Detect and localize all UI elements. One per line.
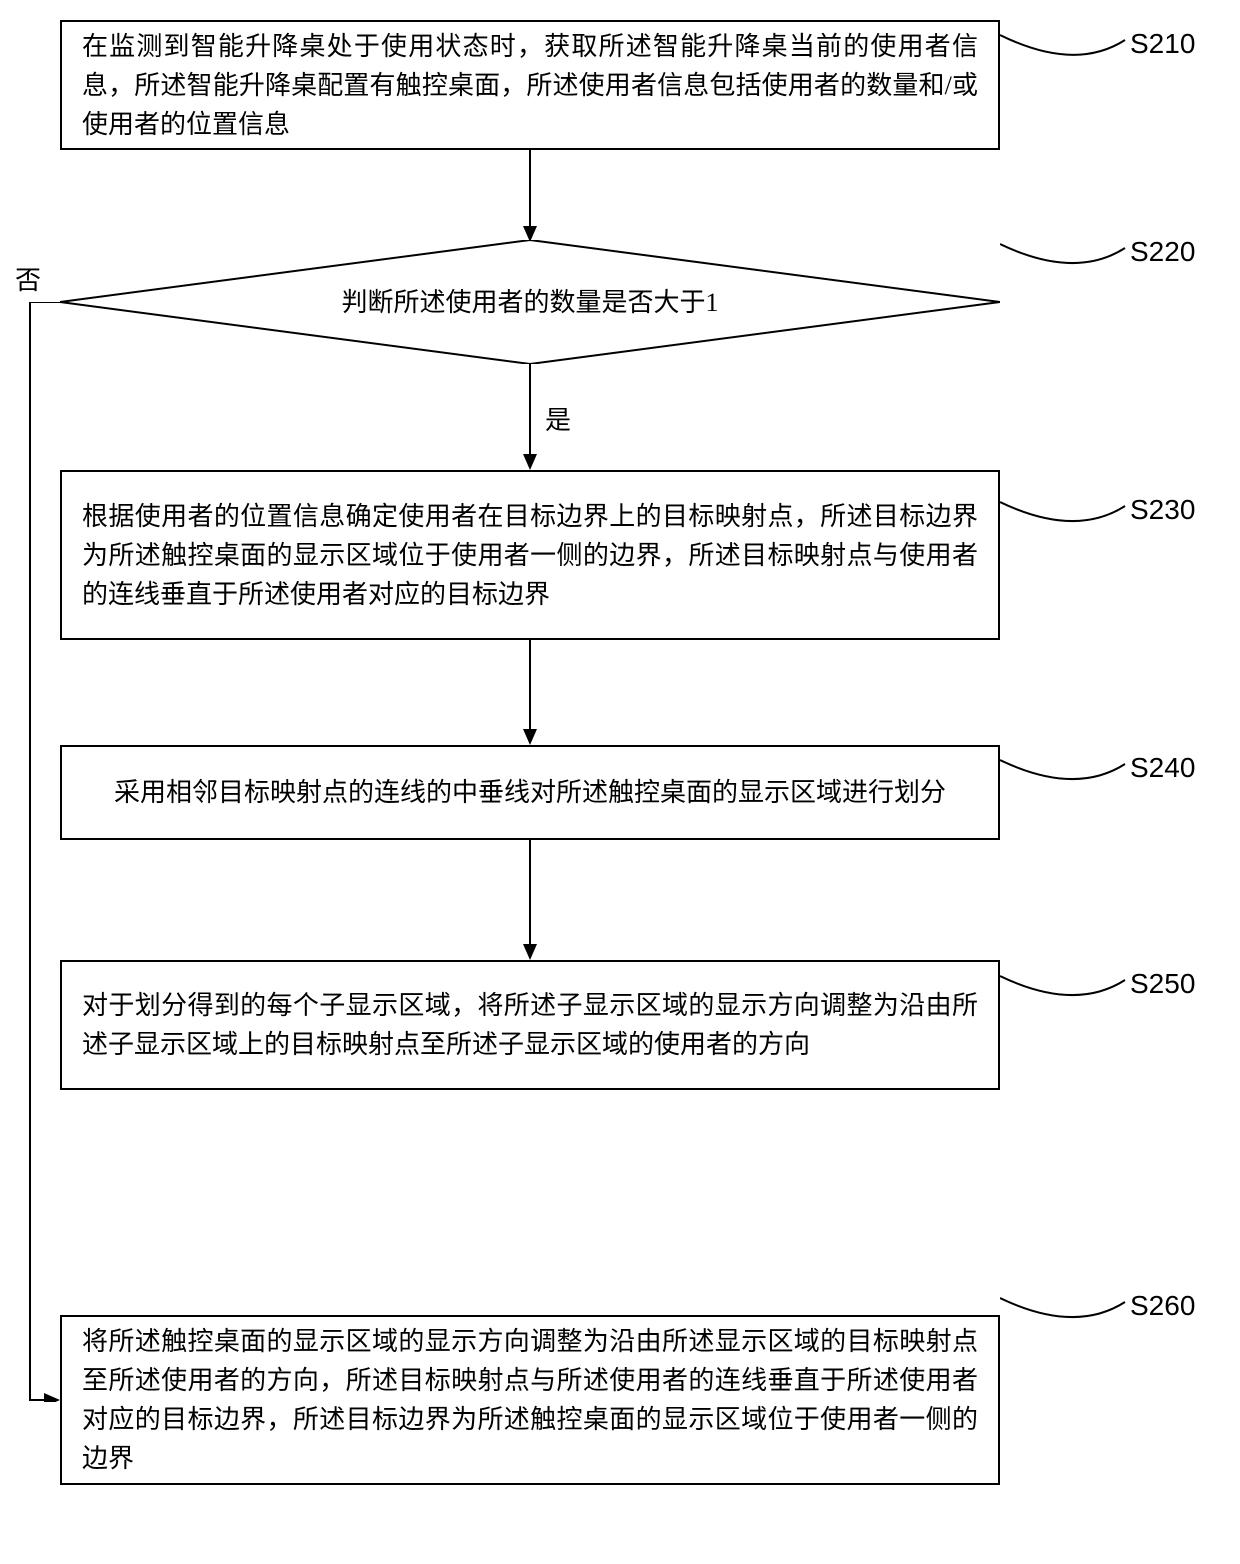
flowchart-container: 在监测到智能升降桌处于使用状态时，获取所述智能升降桌当前的使用者信息，所述智能升… — [0, 0, 1240, 1564]
step-s220-diamond: 判断所述使用者的数量是否大于1 — [60, 240, 1000, 364]
edge-s240-s250 — [520, 840, 540, 960]
leader-s210 — [1000, 20, 1130, 80]
step-s250-box: 对于划分得到的每个子显示区域，将所述子显示区域的显示方向调整为沿由所述子显示区域… — [60, 960, 1000, 1090]
edge-s220-s230 — [520, 364, 540, 470]
leader-s260 — [1000, 1282, 1130, 1342]
edge-s230-s240 — [520, 640, 540, 745]
step-s220-text: 判断所述使用者的数量是否大于1 — [341, 283, 718, 322]
step-s210-label: S210 — [1130, 28, 1195, 60]
step-s240-box: 采用相邻目标映射点的连线的中垂线对所述触控桌面的显示区域进行划分 — [60, 745, 1000, 840]
step-s260-label: S260 — [1130, 1290, 1195, 1322]
leader-s220 — [1000, 228, 1130, 288]
edge-label-no: 否 — [15, 260, 41, 297]
leader-s250 — [1000, 960, 1130, 1020]
step-s220-label: S220 — [1130, 236, 1195, 268]
step-s210-text: 在监测到智能升降桌处于使用状态时，获取所述智能升降桌当前的使用者信息，所述智能升… — [82, 27, 978, 144]
edge-label-yes: 是 — [545, 400, 571, 437]
edge-s210-s220 — [520, 150, 540, 242]
leader-s240 — [1000, 744, 1130, 804]
step-s210-box: 在监测到智能升降桌处于使用状态时，获取所述智能升降桌当前的使用者信息，所述智能升… — [60, 20, 1000, 150]
step-s230-text: 根据使用者的位置信息确定使用者在目标边界上的目标映射点，所述目标边界为所述触控桌… — [82, 497, 978, 614]
step-s260-box: 将所述触控桌面的显示区域的显示方向调整为沿由所述显示区域的目标映射点至所述使用者… — [60, 1315, 1000, 1485]
step-s230-label: S230 — [1130, 494, 1195, 526]
step-s240-label: S240 — [1130, 752, 1195, 784]
leader-s230 — [1000, 486, 1130, 546]
step-s230-box: 根据使用者的位置信息确定使用者在目标边界上的目标映射点，所述目标边界为所述触控桌… — [60, 470, 1000, 640]
step-s250-label: S250 — [1130, 968, 1195, 1000]
edge-s220-s260-no — [20, 302, 62, 1402]
step-s250-text: 对于划分得到的每个子显示区域，将所述子显示区域的显示方向调整为沿由所述子显示区域… — [82, 986, 978, 1064]
step-s240-text: 采用相邻目标映射点的连线的中垂线对所述触控桌面的显示区域进行划分 — [114, 773, 946, 812]
step-s260-text: 将所述触控桌面的显示区域的显示方向调整为沿由所述显示区域的目标映射点至所述使用者… — [82, 1322, 978, 1478]
